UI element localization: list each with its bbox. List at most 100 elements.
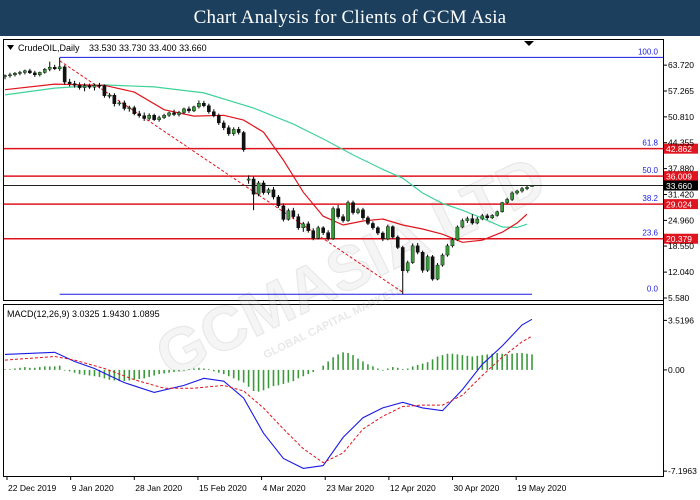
candle-body <box>316 227 321 239</box>
candle-body <box>395 236 400 248</box>
fib-price-label: 42.862 <box>666 144 692 154</box>
macd-y-tick-label: 0.00 <box>668 365 685 375</box>
candle-body <box>97 85 102 87</box>
candle-body <box>47 67 52 70</box>
trend-line <box>59 60 403 293</box>
candle-body <box>495 211 499 216</box>
fib-price-label: 36.009 <box>666 172 692 182</box>
candle-body <box>515 190 519 194</box>
fib-level-label: 38.2 <box>642 194 658 203</box>
fib-price-label: 29.024 <box>666 200 692 210</box>
current-price-tag <box>664 180 698 191</box>
fib-level-label: 61.8 <box>642 139 658 148</box>
candle-body <box>197 103 201 108</box>
candle-body <box>3 75 7 77</box>
candle-body <box>376 227 380 234</box>
candle-body <box>137 113 142 116</box>
candle-body <box>72 83 77 86</box>
candle-body <box>430 256 435 280</box>
candle-body <box>157 117 161 120</box>
ohlc-values: 33.530 33.730 33.400 33.660 <box>89 43 207 53</box>
candle-body <box>23 70 27 73</box>
watermark: GCMASIA LTD GLOBAL CAPITAL MARKETS <box>145 143 557 392</box>
candle-body <box>475 218 480 224</box>
fib-level-label: 50.0 <box>642 166 658 175</box>
candle-body <box>276 196 281 207</box>
candle-body <box>216 115 221 124</box>
candle-body <box>390 226 395 238</box>
candle-body <box>52 67 57 70</box>
candle-body <box>207 105 211 112</box>
indicator-lines <box>4 60 532 295</box>
candle-body <box>42 69 47 73</box>
chevron-down-icon[interactable] <box>7 45 14 50</box>
y-tick-label: 44.355 <box>668 138 694 148</box>
candles <box>3 57 534 295</box>
candle-body <box>132 107 137 114</box>
candle-body <box>167 112 171 116</box>
signal-line <box>4 335 533 464</box>
x-tick-label: 28 Jan 2020 <box>135 483 182 493</box>
candle-body <box>410 245 415 263</box>
macd-label: MACD(12,26,9) 3.0325 1.9430 1.0895 <box>7 309 160 319</box>
candle-body <box>440 254 445 266</box>
candle-body <box>226 127 231 134</box>
candle-body <box>371 223 375 229</box>
axis-ticks: 63.720 57.265 50.810 44.355 37.880 31.420 24.9… <box>6 60 697 493</box>
candle-body <box>351 202 355 213</box>
crude-oil-chart[interactable]: GCMASIA LTD GLOBAL CAPITAL MARKETS 100.0… <box>0 36 700 500</box>
y-tick-label: 18.550 <box>668 241 694 251</box>
x-tick-label: 22 Dec 2019 <box>8 483 56 493</box>
watermark-text: GCMASIA LTD <box>146 144 557 392</box>
candle-body <box>82 85 87 88</box>
shift-marker-icon[interactable] <box>524 41 534 46</box>
candle-body <box>33 72 37 76</box>
candle-body <box>162 115 166 118</box>
candle-body <box>241 132 246 150</box>
candle-body <box>490 215 495 219</box>
candle-body <box>291 210 296 217</box>
candle-body <box>172 112 176 115</box>
candle-body <box>480 215 485 220</box>
candle-body <box>112 95 117 104</box>
candle-body <box>13 73 17 76</box>
candle-body <box>366 217 370 224</box>
candle-body <box>331 208 335 239</box>
candle-body <box>346 202 350 221</box>
candle-body <box>152 115 156 120</box>
candle-body <box>460 220 465 228</box>
fib-price-tag <box>664 143 698 154</box>
banner-title: Chart Analysis for Clients of GCM Asia <box>193 7 507 28</box>
x-tick-label: 4 Mar 2020 <box>263 483 306 493</box>
candle-body <box>102 85 107 96</box>
candle-body <box>8 74 12 77</box>
candle-body <box>420 252 425 271</box>
candle-body <box>231 129 236 134</box>
candle-body <box>405 262 410 271</box>
candle-body <box>221 122 226 128</box>
candle-body <box>67 81 72 84</box>
x-tick-label: 9 Jan 2020 <box>72 483 114 493</box>
candle-body <box>296 216 301 229</box>
candle-body <box>520 188 524 192</box>
candle-body <box>336 208 340 217</box>
candle-body <box>28 70 32 74</box>
y-tick-label: 57.265 <box>668 86 694 96</box>
macd-y-tick-label: -7.1963 <box>668 466 697 476</box>
candle-body <box>386 226 390 240</box>
y-tick-label: 31.420 <box>668 190 694 200</box>
candle-body <box>147 115 151 119</box>
candle-body <box>445 245 450 256</box>
candle-body <box>530 185 534 187</box>
candle-body <box>286 210 291 220</box>
fib-price-tag <box>664 171 698 182</box>
fib-price-tag <box>664 233 698 244</box>
candle-body <box>425 256 430 271</box>
candle-body <box>510 192 514 200</box>
candle-body <box>306 223 311 231</box>
candle-body <box>500 202 504 213</box>
candle-body <box>470 218 475 224</box>
x-tick-label: 12 Apr 2020 <box>390 483 436 493</box>
candle-body <box>455 226 460 241</box>
candle-body <box>117 102 122 105</box>
